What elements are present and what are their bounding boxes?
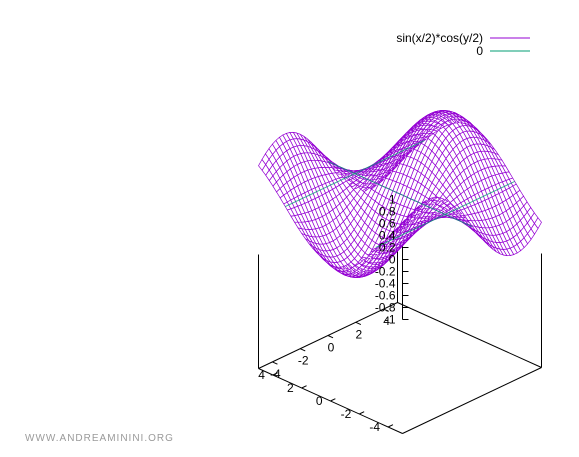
watermark: WWW.ANDREAMININI.ORG: [25, 433, 174, 444]
z-tick-label: -0.8: [375, 301, 396, 315]
y-tick-label: -4: [369, 420, 380, 434]
surface-cell: [258, 158, 267, 171]
x-tick-mark: [272, 361, 278, 365]
y-tick-mark: [330, 398, 336, 402]
z-tick-label: 0.8: [379, 205, 396, 219]
z-tick-label: -1: [385, 313, 396, 327]
base-back-edge: [402, 367, 542, 434]
y-tick-mark: [272, 372, 278, 376]
z-tick-label: -0.2: [375, 265, 396, 279]
x-tick-mark: [327, 335, 334, 339]
y-tick-label: -2: [341, 407, 352, 421]
z-tick-label: -0.6: [375, 289, 396, 303]
x-tick-label: -4: [270, 367, 281, 381]
legend-label-zero: 0: [476, 44, 483, 58]
y-tick-mark: [387, 424, 394, 428]
zero-contour-line: [285, 140, 425, 208]
z-tick-label: -0.4: [375, 277, 396, 291]
zero-contour-line: [375, 180, 515, 248]
x-tick-label: 0: [328, 341, 335, 355]
chart-legend: sin(x/2)*cos(y/2) 0: [396, 31, 530, 58]
y-tick-mark: [301, 385, 307, 389]
zero-contour-line: [327, 161, 473, 227]
x-tick-mark: [355, 321, 362, 326]
y-tick-label: 2: [287, 381, 294, 395]
x-tick-label: 2: [355, 327, 362, 341]
x-tick-label: -2: [298, 354, 309, 368]
tick-labels: 10.80.60.40.20-0.2-0.4-0.6-0.8-1-4-2024-…: [258, 193, 396, 435]
surface-mesh: [258, 110, 542, 278]
z-tick-label: 0.4: [379, 229, 396, 243]
y-axis-line: [397, 302, 542, 368]
x-tick-mark: [383, 308, 389, 312]
z-tick-label: 1: [389, 193, 396, 207]
z-tick-label: 0.6: [379, 217, 396, 231]
z-tick-label: 0: [389, 253, 396, 267]
x-tick-label: 4: [383, 314, 390, 328]
y-tick-mark: [359, 411, 365, 415]
legend-label-surface: sin(x/2)*cos(y/2): [396, 31, 483, 45]
z-tick-label: 0.2: [379, 241, 396, 255]
y-tick-label: 0: [316, 394, 323, 408]
x-tick-mark: [299, 348, 306, 352]
y-tick-label: 4: [258, 368, 265, 382]
